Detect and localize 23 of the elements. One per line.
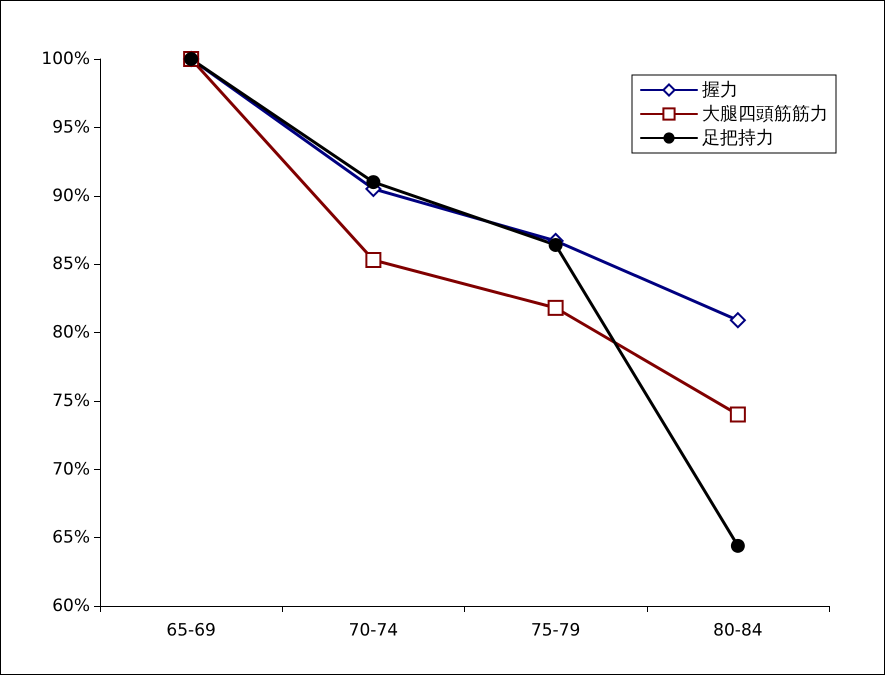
y-tick-label: 95% — [52, 117, 90, 138]
y-tick-label: 100% — [41, 49, 90, 69]
x-tick-label: 65-69 — [166, 620, 216, 640]
legend-label: 大腿四頭筋筋力 — [702, 104, 828, 124]
x-tick-label: 70-74 — [348, 620, 398, 640]
point — [730, 538, 745, 553]
y-tick-label: 60% — [52, 596, 90, 616]
x-tick-label: 80-84 — [713, 620, 763, 640]
y-tick-label: 70% — [52, 459, 90, 480]
point — [548, 238, 563, 252]
point — [730, 406, 746, 423]
point — [730, 312, 746, 328]
point — [366, 175, 380, 190]
y-tick-label: 75% — [52, 390, 90, 411]
legend-label: 足把持力 — [702, 128, 774, 148]
point — [365, 252, 382, 268]
legend-label: 握力 — [702, 80, 738, 100]
point — [548, 300, 564, 316]
y-tick-label: 80% — [52, 322, 90, 342]
y-tick-label: 65% — [52, 528, 90, 548]
y-tick-label: 85% — [52, 254, 90, 274]
y-tick-label: 90% — [52, 186, 90, 206]
x-tick-label: 75-79 — [530, 620, 580, 640]
